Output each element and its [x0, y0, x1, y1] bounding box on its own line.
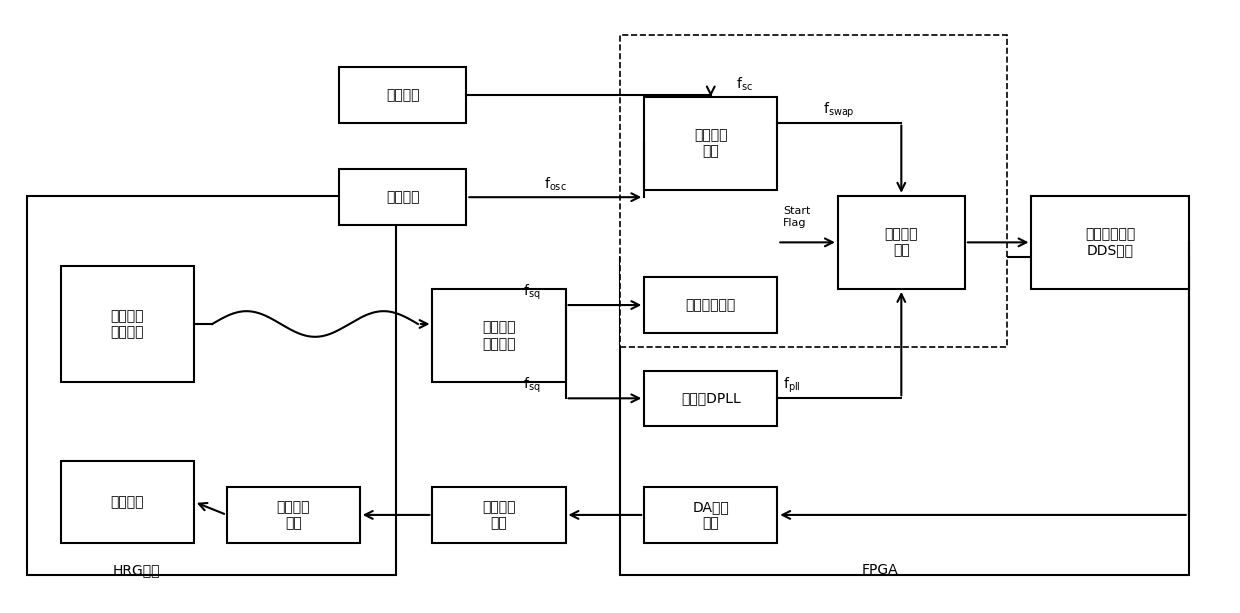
FancyBboxPatch shape — [838, 196, 965, 289]
Text: f$_{\mathregular{swap}}$: f$_{\mathregular{swap}}$ — [823, 101, 856, 120]
Text: 谐振信号
检测电极: 谐振信号 检测电极 — [110, 309, 144, 339]
Text: f$_{\mathregular{sq}}$: f$_{\mathregular{sq}}$ — [523, 376, 541, 395]
Text: 激励电极: 激励电极 — [110, 495, 144, 509]
Text: FPGA: FPGA — [862, 563, 899, 577]
FancyBboxPatch shape — [61, 265, 195, 383]
FancyBboxPatch shape — [645, 97, 777, 190]
FancyBboxPatch shape — [645, 277, 777, 333]
Text: f$_{\mathregular{sq}}$: f$_{\mathregular{sq}}$ — [523, 283, 541, 302]
Text: f$_{\mathregular{pll}}$: f$_{\mathregular{pll}}$ — [784, 376, 801, 395]
FancyBboxPatch shape — [620, 257, 1189, 574]
FancyBboxPatch shape — [340, 170, 466, 225]
FancyBboxPatch shape — [433, 487, 565, 543]
Text: 外界输入: 外界输入 — [386, 88, 419, 102]
Text: 扫频起振
模块: 扫频起振 模块 — [694, 128, 728, 158]
FancyBboxPatch shape — [27, 196, 396, 574]
Text: 起振检测模块: 起振检测模块 — [686, 298, 735, 312]
FancyBboxPatch shape — [645, 371, 777, 426]
Text: f$_{\mathregular{osc}}$: f$_{\mathregular{osc}}$ — [544, 176, 567, 193]
Text: 频率选择
模块: 频率选择 模块 — [884, 227, 918, 257]
Text: f$_{\mathregular{sc}}$: f$_{\mathregular{sc}}$ — [737, 76, 753, 93]
Text: 系统时钟: 系统时钟 — [386, 190, 419, 204]
FancyBboxPatch shape — [340, 67, 466, 123]
Text: 数模转换
模块: 数模转换 模块 — [482, 500, 516, 530]
FancyBboxPatch shape — [227, 487, 360, 543]
Text: 锁相环DPLL: 锁相环DPLL — [681, 391, 740, 405]
Text: 过零信号
检测模块: 过零信号 检测模块 — [482, 321, 516, 351]
FancyBboxPatch shape — [1032, 196, 1189, 289]
Text: 数字频率合成
DDS模块: 数字频率合成 DDS模块 — [1085, 227, 1135, 257]
FancyBboxPatch shape — [433, 289, 565, 383]
FancyBboxPatch shape — [645, 487, 777, 543]
Text: 高压驱动
模块: 高压驱动 模块 — [277, 500, 310, 530]
Text: DA控制
模块: DA控制 模块 — [692, 500, 729, 530]
FancyBboxPatch shape — [620, 36, 1007, 348]
Text: HRG表头: HRG表头 — [113, 563, 160, 577]
Text: Start
Flag: Start Flag — [784, 206, 811, 228]
FancyBboxPatch shape — [61, 461, 195, 543]
